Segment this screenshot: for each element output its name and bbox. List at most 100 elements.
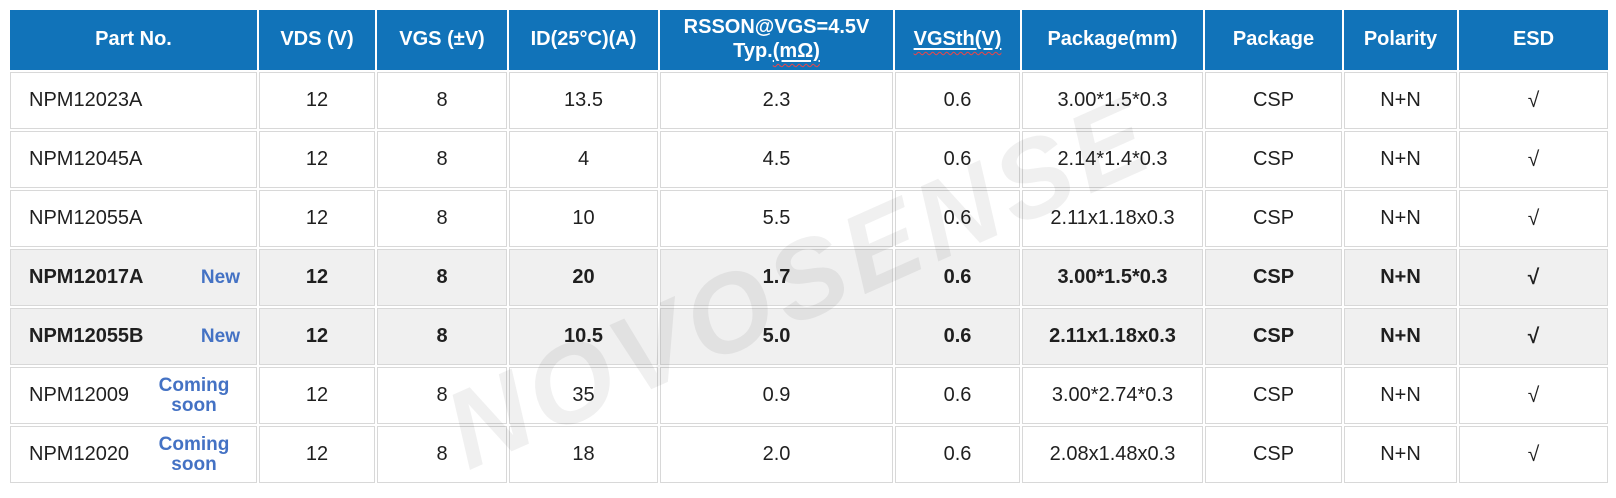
vgs-cell: 8: [377, 308, 507, 365]
part-number: NPM12023A: [29, 89, 143, 111]
availability-badge: Coming soon: [158, 374, 230, 416]
col-header-rsson: RSSON@VGS=4.5V Typ.(mΩ): [660, 10, 893, 70]
id25-cell: 13.5: [509, 72, 658, 129]
table-header: Part No. VDS (V) VGS (±V) ID(25°C)(A) RS…: [10, 10, 1608, 70]
vgs-cell: 8: [377, 190, 507, 247]
polarity-cell: N+N: [1344, 249, 1457, 306]
package-mm-cell: 2.11x1.18x0.3: [1022, 190, 1203, 247]
vgs-cell: 8: [377, 426, 507, 483]
rsson-cell: 5.0: [660, 308, 893, 365]
vgs-cell: 8: [377, 72, 507, 129]
vgsth-cell: 0.6: [895, 72, 1020, 129]
table-row: NPM12055B New 12 8 10.5 5.0 0.6 2.11x1.1…: [10, 308, 1608, 365]
col-header-vds: VDS (V): [259, 10, 375, 70]
table-body: NPM12023A 12 8 13.5 2.3 0.6 3.00*1.5*0.3…: [10, 72, 1608, 483]
package-mm-cell: 2.08x1.48x0.3: [1022, 426, 1203, 483]
polarity-cell: N+N: [1344, 367, 1457, 424]
part-no-cell: NPM12009 Coming soon: [10, 367, 257, 424]
rsson-cell: 0.9: [660, 367, 893, 424]
package-mm-cell: 3.00*1.5*0.3: [1022, 72, 1203, 129]
table-row: NPM12009 Coming soon 12 8 35 0.9 0.6 3.0…: [10, 367, 1608, 424]
package-cell: CSP: [1205, 190, 1342, 247]
polarity-cell: N+N: [1344, 72, 1457, 129]
rsson-header-line2: Typ.(mΩ): [733, 40, 820, 62]
col-header-id25: ID(25°C)(A): [509, 10, 658, 70]
package-cell: CSP: [1205, 308, 1342, 365]
header-row: Part No. VDS (V) VGS (±V) ID(25°C)(A) RS…: [10, 10, 1608, 70]
availability-badge: Coming soon: [158, 433, 230, 475]
mosfet-spec-table: Part No. VDS (V) VGS (±V) ID(25°C)(A) RS…: [8, 8, 1610, 485]
esd-checkmark-cell: √: [1459, 367, 1608, 424]
package-cell: CSP: [1205, 72, 1342, 129]
package-mm-cell: 2.14*1.4*0.3: [1022, 131, 1203, 188]
part-no-cell: NPM12045A: [10, 131, 257, 188]
vgsth-cell: 0.6: [895, 249, 1020, 306]
col-header-package-mm: Package(mm): [1022, 10, 1203, 70]
vgs-cell: 8: [377, 249, 507, 306]
rsson-cell: 5.5: [660, 190, 893, 247]
col-header-vgs: VGS (±V): [377, 10, 507, 70]
package-mm-cell: 3.00*2.74*0.3: [1022, 367, 1203, 424]
rsson-cell: 4.5: [660, 131, 893, 188]
esd-checkmark-cell: √: [1459, 426, 1608, 483]
col-header-part-no: Part No.: [10, 10, 257, 70]
part-no-cell: NPM12055B New: [10, 308, 257, 365]
package-cell: CSP: [1205, 426, 1342, 483]
polarity-cell: N+N: [1344, 308, 1457, 365]
table-row: NPM12055A 12 8 10 5.5 0.6 2.11x1.18x0.3 …: [10, 190, 1608, 247]
rsson-header-line1: RSSON@VGS=4.5V: [683, 16, 870, 39]
package-cell: CSP: [1205, 131, 1342, 188]
package-cell: CSP: [1205, 367, 1342, 424]
id25-cell: 4: [509, 131, 658, 188]
part-number: NPM12020: [29, 443, 130, 465]
vds-cell: 12: [259, 190, 375, 247]
table-row: NPM12017A New 12 8 20 1.7 0.6 3.00*1.5*0…: [10, 249, 1608, 306]
table-row: NPM12023A 12 8 13.5 2.3 0.6 3.00*1.5*0.3…: [10, 72, 1608, 129]
part-number: NPM12055B: [29, 325, 144, 347]
rsson-cell: 1.7: [660, 249, 893, 306]
part-number: NPM12017A: [29, 266, 144, 288]
vgsth-cell: 0.6: [895, 131, 1020, 188]
polarity-cell: N+N: [1344, 426, 1457, 483]
vds-cell: 12: [259, 308, 375, 365]
col-header-esd: ESD: [1459, 10, 1608, 70]
vds-cell: 12: [259, 426, 375, 483]
package-mm-cell: 3.00*1.5*0.3: [1022, 249, 1203, 306]
col-header-polarity: Polarity: [1344, 10, 1457, 70]
vds-cell: 12: [259, 249, 375, 306]
vds-cell: 12: [259, 72, 375, 129]
vds-cell: 12: [259, 131, 375, 188]
part-no-cell: NPM12020 Coming soon: [10, 426, 257, 483]
package-mm-cell: 2.11x1.18x0.3: [1022, 308, 1203, 365]
polarity-cell: N+N: [1344, 190, 1457, 247]
esd-checkmark-cell: √: [1459, 190, 1608, 247]
vgs-cell: 8: [377, 367, 507, 424]
part-number: NPM12055A: [29, 207, 143, 229]
table-row: NPM12020 Coming soon 12 8 18 2.0 0.6 2.0…: [10, 426, 1608, 483]
vgsth-cell: 0.6: [895, 426, 1020, 483]
availability-badge: New: [200, 325, 240, 347]
id25-cell: 10.5: [509, 308, 658, 365]
availability-badge: New: [200, 266, 240, 288]
esd-checkmark-cell: √: [1459, 249, 1608, 306]
package-cell: CSP: [1205, 249, 1342, 306]
vds-cell: 12: [259, 367, 375, 424]
esd-checkmark-cell: √: [1459, 72, 1608, 129]
id25-cell: 20: [509, 249, 658, 306]
vgsth-cell: 0.6: [895, 308, 1020, 365]
vgsth-spellchecked: VGSth(V): [913, 28, 1002, 51]
part-no-cell: NPM12055A: [10, 190, 257, 247]
col-header-vgsth: VGSth(V): [895, 10, 1020, 70]
rsson-cell: 2.3: [660, 72, 893, 129]
part-number: NPM12045A: [29, 148, 143, 170]
part-no-cell: NPM12017A New: [10, 249, 257, 306]
id25-cell: 18: [509, 426, 658, 483]
vgsth-cell: 0.6: [895, 367, 1020, 424]
rsson-cell: 2.0: [660, 426, 893, 483]
id25-cell: 10: [509, 190, 658, 247]
polarity-cell: N+N: [1344, 131, 1457, 188]
table-row: NPM12045A 12 8 4 4.5 0.6 2.14*1.4*0.3 CS…: [10, 131, 1608, 188]
esd-checkmark-cell: √: [1459, 131, 1608, 188]
vgs-cell: 8: [377, 131, 507, 188]
